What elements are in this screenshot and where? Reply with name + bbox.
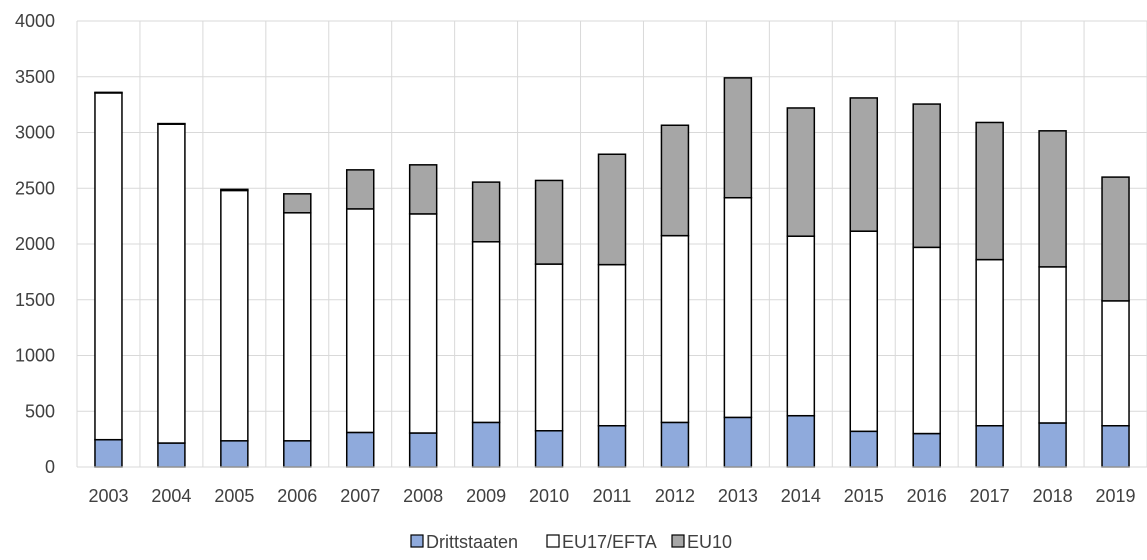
x-axis-ticks: 2003 2004 2005 2006 2007 2008 2009 2010 2011 2012… <box>88 486 1135 506</box>
x-tick-label: 2010 <box>529 486 569 506</box>
x-tick-label: 2018 <box>1033 486 1073 506</box>
bar-segment-eu17-efta <box>1101 300 1130 427</box>
x-tick-label: 2005 <box>214 486 254 506</box>
y-tick-label: 3500 <box>15 67 55 87</box>
bar-segment-drittstaaten <box>283 440 312 468</box>
legend-label: EU10 <box>687 532 732 552</box>
bars <box>94 77 1130 468</box>
x-tick-label: 2019 <box>1096 486 1136 506</box>
bar-segment-drittstaaten <box>660 421 690 468</box>
bar-segment-drittstaaten <box>849 430 879 468</box>
bar-segment-eu17-efta <box>660 234 690 424</box>
legend-label: EU17/EFTA <box>562 532 657 552</box>
x-tick-label: 2007 <box>340 486 380 506</box>
bar-segment-eu10 <box>849 97 879 232</box>
bar-segment-eu17-efta <box>597 263 627 427</box>
bar-segment-eu17-efta <box>723 196 753 419</box>
x-tick-label: 2016 <box>907 486 947 506</box>
bar-segment-eu10 <box>345 169 375 210</box>
x-tick-label: 2017 <box>970 486 1010 506</box>
y-tick-label: 1000 <box>15 346 55 366</box>
bar-segment-eu17-efta <box>345 208 375 434</box>
bar-segment-eu10 <box>1101 176 1130 302</box>
bar-segment-drittstaaten <box>94 438 123 468</box>
y-tick-label: 4000 <box>15 11 55 31</box>
bar-segment-eu10 <box>534 179 564 265</box>
legend-swatch <box>546 534 560 548</box>
y-tick-label: 500 <box>25 401 55 421</box>
y-tick-label: 3000 <box>15 123 55 143</box>
y-axis-ticks: 0 500 1000 1500 2000 2500 3000 3500 4000 <box>15 11 55 477</box>
x-tick-label: 2014 <box>781 486 821 506</box>
legend-swatch <box>410 534 424 548</box>
bar-segment-eu17-efta <box>1038 266 1067 424</box>
bar-segment-drittstaaten <box>975 424 1004 468</box>
bar-segment-eu17-efta <box>534 263 564 432</box>
bar-segment-eu17-efta <box>220 189 249 442</box>
x-tick-label: 2015 <box>844 486 884 506</box>
bar-segment-drittstaaten <box>1101 424 1130 468</box>
legend: Drittstaaten EU17/EFTA EU10 <box>410 532 732 552</box>
bar-segment-eu17-efta <box>471 241 501 424</box>
bar-segment-eu10 <box>912 103 941 249</box>
x-tick-label: 2011 <box>593 486 632 506</box>
bar-segment-eu10 <box>94 91 123 94</box>
bar-segment-eu10 <box>408 164 438 215</box>
bar-segment-drittstaaten <box>408 432 438 468</box>
bar-segment-drittstaaten <box>786 414 816 468</box>
bar-segment-drittstaaten <box>157 442 186 468</box>
x-tick-label: 2006 <box>277 486 317 506</box>
bar-segment-eu10 <box>975 121 1004 261</box>
x-tick-label: 2009 <box>466 486 506 506</box>
bar-segment-eu17-efta <box>786 235 816 417</box>
bar-segment-eu10 <box>723 77 753 199</box>
y-tick-label: 2500 <box>15 178 55 198</box>
bar-segment-eu17-efta <box>849 230 879 433</box>
bar-segment-eu10 <box>283 193 312 214</box>
bar-segment-eu17-efta <box>912 246 941 435</box>
bar-segment-eu10 <box>786 107 816 237</box>
legend-label: Drittstaaten <box>426 532 518 552</box>
bar-segment-drittstaaten <box>345 431 375 468</box>
bar-segment-drittstaaten <box>220 440 249 468</box>
bar-segment-eu17-efta <box>283 212 312 442</box>
bar-segment-eu17-efta <box>408 213 438 434</box>
bar-segment-eu17-efta <box>94 92 123 441</box>
gridlines <box>76 20 1147 467</box>
bar-segment-eu10 <box>660 124 690 237</box>
x-tick-label: 2003 <box>88 486 128 506</box>
bar-segment-drittstaaten <box>597 424 627 468</box>
x-tick-label: 2013 <box>718 486 758 506</box>
legend-swatch <box>671 534 685 548</box>
y-tick-label: 0 <box>45 457 55 477</box>
bar-segment-drittstaaten <box>471 421 501 468</box>
bar-segment-eu17-efta <box>157 123 186 444</box>
bar-segment-drittstaaten <box>534 430 564 468</box>
bar-segment-eu10 <box>597 153 627 266</box>
bar-segment-eu10 <box>220 188 249 192</box>
bar-segment-eu10 <box>157 122 186 125</box>
bar-segment-drittstaaten <box>1038 422 1067 468</box>
bar-segment-eu10 <box>1038 130 1067 268</box>
bar-segment-eu10 <box>471 181 501 243</box>
y-tick-label: 1500 <box>15 290 55 310</box>
bar-segment-eu17-efta <box>975 258 1004 427</box>
y-tick-label: 2000 <box>15 234 55 254</box>
bar-segment-drittstaaten <box>912 432 941 468</box>
bar-segment-drittstaaten <box>723 416 753 468</box>
x-tick-label: 2004 <box>151 486 191 506</box>
x-tick-label: 2008 <box>403 486 443 506</box>
x-tick-label: 2012 <box>655 486 695 506</box>
